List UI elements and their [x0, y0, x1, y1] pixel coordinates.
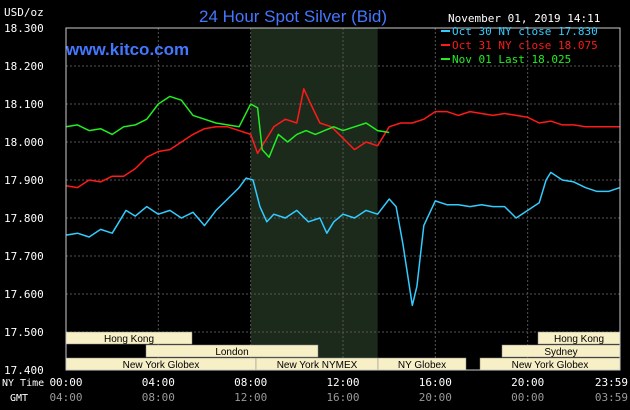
legend-item-oct31: Oct 31 NY close 18.075: [441, 39, 598, 52]
gmt-tick-label: 08:00: [142, 391, 175, 404]
ny-time-row-label: NY Time: [2, 378, 44, 389]
gmt-tick-label: 03:59: [595, 391, 628, 404]
legend-label: Oct 31 NY close 18.075: [452, 39, 598, 52]
series-line-1: [65, 88, 620, 189]
gmt-tick-label: 20:00: [419, 391, 452, 404]
market-bar: [145, 344, 319, 358]
nymex-session-shade: [250, 28, 378, 370]
legend-label: Oct 30 NY close 17.830: [452, 25, 598, 38]
ny-tick-label: 16:00: [419, 376, 452, 389]
market-session-bars: Hong Kong London New York Globex New York N…: [65, 331, 621, 371]
y-tick-label: 17.700: [4, 250, 44, 263]
gmt-tick-label: 04:00: [49, 391, 82, 404]
y-axis-units: USD/oz: [4, 6, 44, 19]
legend-label: Nov 01 Last 18.025: [452, 53, 571, 66]
legend-swatch: [441, 44, 450, 46]
chart-title: 24 Hour Spot Silver (Bid): [199, 7, 387, 26]
ny-tick-label: 12:00: [326, 376, 359, 389]
chart-datetime: November 01, 2019 14:11: [448, 12, 600, 25]
ny-tick-label: 23:59: [595, 376, 628, 389]
legend-item-oct30: Oct 30 NY close 17.830: [441, 25, 598, 38]
market-label: New York Globex: [123, 360, 200, 371]
price-series: [65, 88, 621, 307]
market-label: Hong Kong: [554, 334, 604, 345]
ny-tick-label: 04:00: [142, 376, 175, 389]
legend-item-nov01: Nov 01 Last 18.025: [441, 53, 571, 66]
legend-swatch: [441, 58, 450, 60]
y-tick-label: 17.600: [4, 288, 44, 301]
plot-area: 18.300 18.200 18.100 18.000 17.900 17.800 17.7…: [4, 22, 621, 377]
site-watermark: www.kitco.com: [65, 40, 189, 59]
market-label: London: [215, 347, 248, 358]
gmt-time-ticks: 04:00 08:00 12:00 16:00 20:00 00:00 03:59: [49, 391, 628, 404]
market-label: New York Globex: [512, 360, 589, 371]
gmt-row-label: GMT: [10, 393, 28, 404]
series-line-0: [65, 171, 621, 307]
series-line-2: [65, 95, 390, 158]
gmt-tick-label: 16:00: [326, 391, 359, 404]
ny-time-ticks: 00:00 04:00 08:00 12:00 16:00 20:00 23:59: [49, 376, 628, 389]
ny-tick-label: 08:00: [234, 376, 267, 389]
y-tick-label: 18.200: [4, 60, 44, 73]
y-tick-label: 18.000: [4, 136, 44, 149]
y-tick-label: 17.400: [4, 364, 44, 377]
y-tick-labels: 18.300 18.200 18.100 18.000 17.900 17.800 17.7…: [4, 22, 44, 377]
market-label: NY Globex: [398, 360, 446, 371]
y-tick-label: 18.300: [4, 22, 44, 35]
ny-tick-label: 20:00: [511, 376, 544, 389]
y-tick-label: 18.100: [4, 98, 44, 111]
plot-border: [65, 27, 621, 371]
ny-tick-label: 00:00: [49, 376, 82, 389]
legend-swatch: [441, 30, 450, 32]
gmt-tick-label: 00:00: [511, 391, 544, 404]
y-tick-label: 17.800: [4, 212, 44, 225]
y-tick-label: 17.500: [4, 326, 44, 339]
gmt-tick-label: 12:00: [234, 391, 267, 404]
market-label: New York NYMEX: [277, 360, 358, 371]
legend: Oct 30 NY close 17.830 Oct 31 NY close 1…: [441, 25, 598, 66]
y-tick-label: 17.900: [4, 174, 44, 187]
market-label: Sydney: [544, 347, 577, 358]
market-label: Hong Kong: [104, 334, 154, 345]
